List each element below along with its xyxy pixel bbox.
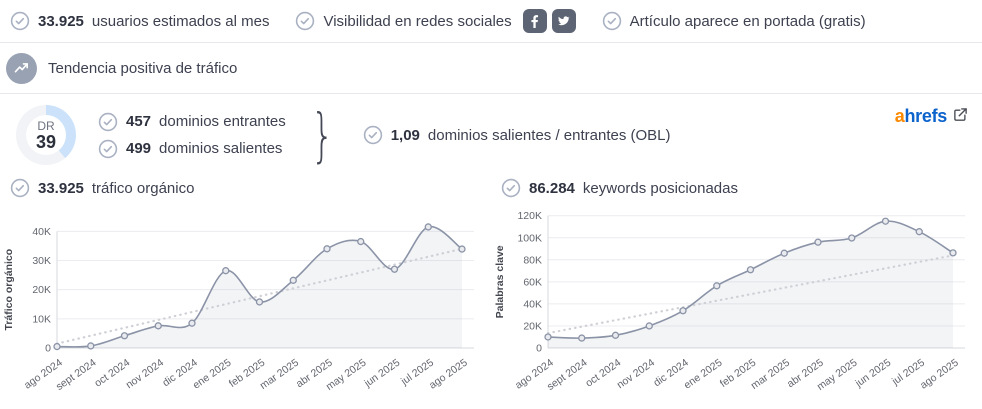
organic-traffic-header: 33.925 tráfico orgánico bbox=[0, 176, 491, 200]
outbound-value: 499 bbox=[126, 140, 152, 157]
keywords-plot: 0 20K 40K 60K 80K 100K 120K ago 2024 sept 2024 oc… bbox=[491, 200, 982, 409]
check-icon bbox=[10, 11, 30, 31]
outbound-label: dominios salientes bbox=[159, 140, 283, 157]
svg-text:ago 2025: ago 2025 bbox=[427, 357, 470, 392]
dr-value: 39 bbox=[35, 131, 57, 152]
svg-text:0: 0 bbox=[536, 343, 542, 355]
svg-text:mar 2025: mar 2025 bbox=[258, 357, 301, 392]
inbound-label: dominios entrantes bbox=[159, 113, 286, 130]
frontpage-label: Artículo aparece en portada (gratis) bbox=[629, 12, 866, 30]
svg-text:mar 2025: mar 2025 bbox=[749, 357, 792, 392]
svg-text:100K: 100K bbox=[517, 232, 542, 244]
organic-traffic-plot: 0 10K 20K 30K 40K ago 2024 sept 2024 oct 2024 no… bbox=[0, 200, 491, 409]
svg-text:Palabras clave: Palabras clave bbox=[494, 245, 506, 318]
check-icon bbox=[602, 11, 622, 31]
svg-text:10K: 10K bbox=[32, 313, 51, 325]
keywords-label: keywords posicionadas bbox=[582, 179, 738, 197]
domain-rating-donut: DR 39 bbox=[16, 105, 76, 165]
trend-label: Tendencia positiva de tráfico bbox=[48, 59, 238, 77]
trend-up-icon bbox=[6, 52, 37, 84]
inbound-domains: 457 dominios entrantes bbox=[98, 112, 286, 132]
check-icon bbox=[10, 178, 30, 198]
svg-text:60K: 60K bbox=[523, 276, 542, 288]
svg-text:jun 2025: jun 2025 bbox=[362, 357, 403, 391]
svg-text:20K: 20K bbox=[523, 320, 542, 332]
twitter-icon bbox=[551, 9, 576, 33]
svg-text:jun 2025: jun 2025 bbox=[853, 357, 894, 391]
divider bbox=[0, 93, 982, 94]
svg-text:ene 2025: ene 2025 bbox=[682, 357, 725, 392]
feature-frontpage: Artículo aparece en portada (gratis) bbox=[602, 11, 866, 31]
ahrefs-link[interactable]: ahrefs bbox=[895, 106, 968, 127]
svg-text:0: 0 bbox=[45, 343, 51, 355]
ahrefs-logo: ahrefs bbox=[894, 106, 948, 126]
feature-estimated-users: 33.925 usuarios estimados al mes bbox=[10, 11, 269, 31]
obl-label: dominios salientes / entrantes (OBL) bbox=[427, 126, 671, 144]
charts-row: 33.925 tráfico orgánico 0 10K 20K 30K 40K ago… bbox=[0, 176, 982, 409]
svg-text:20K: 20K bbox=[32, 284, 51, 296]
svg-text:Tráfico orgánico: Tráfico orgánico bbox=[3, 249, 15, 331]
users-value: 33.925 bbox=[38, 12, 84, 30]
brace-glyph: } bbox=[310, 100, 334, 169]
social-label: Visibilidad en redes sociales bbox=[323, 12, 512, 30]
obl-value: 1,09 bbox=[390, 126, 420, 144]
svg-text:40K: 40K bbox=[523, 298, 542, 310]
authority-row: DR 39 457 dominios entrantes 499 dominio… bbox=[0, 94, 982, 176]
inbound-value: 457 bbox=[126, 113, 152, 130]
external-link-icon[interactable] bbox=[953, 107, 968, 126]
svg-text:80K: 80K bbox=[523, 254, 542, 266]
facebook-icon bbox=[522, 9, 547, 33]
svg-text:nov 2024: nov 2024 bbox=[615, 357, 657, 392]
dr-label: DR bbox=[37, 118, 55, 133]
outbound-domains: 499 dominios salientes bbox=[98, 139, 286, 159]
organic-traffic-value: 33.925 bbox=[38, 179, 84, 197]
divider bbox=[0, 42, 982, 43]
check-icon bbox=[295, 11, 315, 31]
svg-text:30K: 30K bbox=[32, 255, 51, 267]
svg-text:ene 2025: ene 2025 bbox=[191, 357, 234, 392]
check-icon bbox=[501, 178, 521, 198]
check-icon bbox=[363, 125, 383, 145]
organic-traffic-chart: 33.925 tráfico orgánico 0 10K 20K 30K 40K ago… bbox=[0, 176, 491, 409]
obl-ratio: 1,09 dominios salientes / entrantes (OBL… bbox=[363, 125, 671, 145]
keywords-value: 86.284 bbox=[529, 179, 575, 197]
keywords-header: 86.284 keywords posicionadas bbox=[491, 176, 982, 200]
features-row: 33.925 usuarios estimados al mes Visibil… bbox=[0, 0, 982, 42]
keywords-chart: 86.284 keywords posicionadas 0 20K 40K 60K 8… bbox=[491, 176, 982, 409]
svg-text:ago 2025: ago 2025 bbox=[918, 357, 961, 392]
domain-counts: 457 dominios entrantes 499 dominios sali… bbox=[98, 112, 286, 159]
svg-text:40K: 40K bbox=[32, 226, 51, 238]
organic-traffic-label: tráfico orgánico bbox=[91, 179, 195, 197]
svg-text:120K: 120K bbox=[517, 210, 542, 222]
social-icons bbox=[522, 9, 576, 33]
domain-rating-value: DR 39 bbox=[26, 115, 66, 155]
svg-text:nov 2024: nov 2024 bbox=[124, 357, 166, 392]
check-icon bbox=[98, 139, 118, 159]
users-label: usuarios estimados al mes bbox=[91, 12, 270, 30]
trend-row: Tendencia positiva de tráfico bbox=[0, 43, 982, 93]
feature-social-visibility: Visibilidad en redes sociales bbox=[295, 9, 576, 33]
check-icon bbox=[98, 112, 118, 132]
